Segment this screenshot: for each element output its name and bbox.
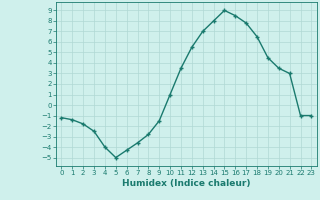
X-axis label: Humidex (Indice chaleur): Humidex (Indice chaleur) xyxy=(122,179,251,188)
